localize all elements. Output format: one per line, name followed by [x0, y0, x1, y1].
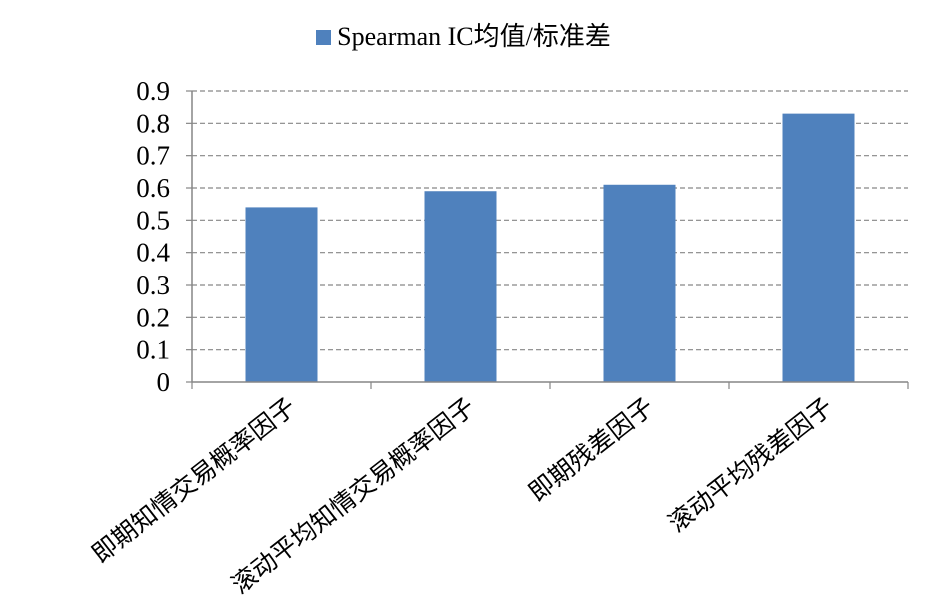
y-tick-label: 0.9	[136, 76, 170, 106]
legend-swatch	[316, 29, 332, 45]
y-tick-label: 0.6	[136, 173, 170, 203]
x-tick-label: 滚动平均残差因子	[663, 393, 838, 538]
chart-legend: Spearman IC均值/标准差	[0, 16, 927, 53]
y-tick-label: 0.8	[136, 108, 170, 138]
y-tick-label: 0.1	[136, 335, 170, 365]
y-tick-label: 0	[157, 367, 171, 397]
legend-label: Spearman IC均值/标准差	[337, 22, 611, 51]
y-tick-label: 0.3	[136, 270, 170, 300]
y-tick-label: 0.5	[136, 205, 170, 235]
y-tick-label: 0.7	[136, 141, 170, 171]
bar	[603, 184, 676, 382]
y-tick-label: 0.2	[136, 302, 170, 332]
bar	[782, 113, 855, 382]
x-tick-label: 即期知情交易概率因子	[87, 393, 301, 569]
bar	[245, 207, 318, 382]
bar	[424, 191, 497, 382]
x-tick-label: 即期残差因子	[524, 393, 659, 507]
y-tick-label: 0.4	[136, 238, 170, 268]
